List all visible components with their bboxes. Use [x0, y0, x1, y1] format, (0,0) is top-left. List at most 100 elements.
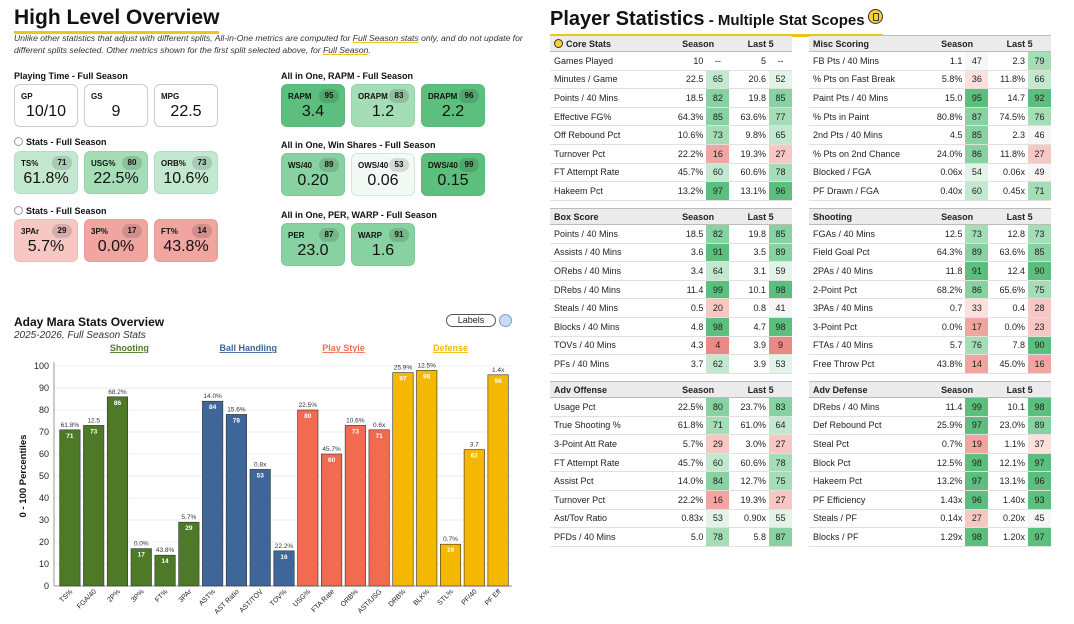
bar-pf-eff[interactable]: [487, 374, 509, 587]
y-tick-label: 60: [39, 449, 49, 459]
full-season-link[interactable]: Full Season: [323, 44, 369, 55]
group-label-defense[interactable]: Defense: [433, 343, 468, 353]
bar-3par[interactable]: [178, 521, 200, 587]
labels-toggle-switch[interactable]: [499, 314, 512, 327]
last5-value: 1.40x: [988, 490, 1028, 510]
row-label: Points / 40 Mins: [550, 224, 667, 244]
full-season-stats-link[interactable]: Full Season stats: [352, 33, 419, 43]
season-column-header[interactable]: Season: [666, 208, 730, 225]
bar-fta-rate[interactable]: [321, 453, 343, 587]
season-column-header[interactable]: Season: [666, 35, 730, 52]
bar-pf-40[interactable]: [463, 449, 485, 587]
bar-ts[interactable]: [59, 429, 81, 587]
last5-column-header[interactable]: Last 5: [729, 208, 792, 225]
stat-card-key: GP: [21, 92, 33, 101]
table-row: Steals / PF 0.14x 27 0.20x 45: [809, 509, 1051, 529]
season-value: 12.5: [925, 224, 966, 244]
season-column-header[interactable]: Season: [666, 381, 730, 398]
season-column-header[interactable]: Season: [925, 381, 989, 398]
season-percentile: 36: [965, 70, 989, 90]
last5-percentile: 27: [769, 144, 792, 164]
table-title: Misc Scoring: [809, 35, 926, 52]
table-row: Turnover Pct 22.2% 16 19.3% 27: [550, 144, 792, 164]
last5-percentile: 71: [1028, 181, 1051, 201]
group-label-ball-handling[interactable]: Ball Handling: [220, 343, 278, 353]
bar-3p[interactable]: [130, 548, 152, 587]
season-value: 10: [666, 51, 707, 71]
stats1-radio[interactable]: [14, 137, 23, 146]
table-row: FGAs / 40 Mins 12.5 73 12.8 73: [809, 224, 1051, 244]
last5-percentile: 89: [769, 243, 792, 263]
last5-value: 63.6%: [988, 243, 1028, 263]
bar-usg[interactable]: [297, 409, 319, 587]
last5-column-header[interactable]: Last 5: [729, 381, 792, 398]
season-percentile: 60: [706, 163, 730, 183]
bar-2p[interactable]: [106, 396, 129, 587]
row-label: Blocks / PF: [809, 527, 926, 547]
bar-ast-tov[interactable]: [249, 469, 271, 587]
last5-value: 10.1: [729, 280, 769, 300]
season-value: 0.5: [666, 298, 707, 318]
season-value: 4.5: [925, 125, 966, 145]
last5-percentile: 75: [1028, 280, 1051, 300]
last5-percentile: 46: [1028, 125, 1051, 145]
last5-value: 4.7: [729, 317, 769, 337]
bar-raw-label: 12.5: [87, 417, 100, 424]
last5-column-header[interactable]: Last 5: [988, 35, 1051, 52]
bar-ast-ratio[interactable]: [225, 414, 247, 587]
bar-orb[interactable]: [344, 425, 366, 587]
bar-ast[interactable]: [202, 400, 224, 587]
table-row: Field Goal Pct 64.3% 89 63.6% 85: [809, 243, 1051, 263]
row-label: Def Rebound Pct: [809, 416, 926, 436]
stat-card-percentile: 95: [319, 89, 339, 103]
season-value: 61.8%: [666, 416, 707, 436]
bar-percentile-label: 62: [471, 453, 479, 460]
scope-coin-icon[interactable]: [867, 9, 883, 24]
last5-value: 0.8: [729, 298, 769, 318]
season-column-header[interactable]: Season: [925, 208, 989, 225]
y-tick-label: 70: [39, 427, 49, 437]
last5-column-header[interactable]: Last 5: [988, 381, 1051, 398]
group-label-shooting[interactable]: Shooting: [110, 343, 149, 353]
stats2-radio[interactable]: [14, 206, 23, 215]
last5-column-header[interactable]: Last 5: [988, 208, 1051, 225]
bar-fga-40[interactable]: [83, 425, 105, 587]
bar-ast-usg[interactable]: [368, 429, 390, 587]
last5-column-header[interactable]: Last 5: [729, 35, 792, 52]
row-label: Hakeem Pct: [809, 471, 926, 491]
bar-raw-label: 25.9%: [394, 365, 413, 372]
bar-percentile-label: 73: [352, 428, 360, 435]
table-row: Block Pct 12.5% 98 12.1% 97: [809, 453, 1051, 473]
playing-time-label: Playing Time - Full Season: [14, 71, 128, 81]
row-label: Hakeem Pct: [550, 181, 667, 201]
last5-value: 11.8%: [988, 144, 1028, 164]
last5-value: 12.1%: [988, 453, 1028, 473]
season-percentile: 47: [965, 51, 989, 71]
bar-tov[interactable]: [273, 550, 295, 587]
group-label-play-style[interactable]: Play Style: [322, 343, 365, 353]
stat-card-key: OWS/40: [358, 161, 389, 170]
bar-stl[interactable]: [439, 543, 462, 587]
table-title: Box Score: [550, 208, 667, 225]
labels-toggle-button[interactable]: Labels: [446, 314, 496, 327]
season-percentile: 97: [965, 471, 989, 491]
season-value: 0.0%: [925, 317, 966, 337]
bar-percentile-label: 16: [280, 554, 288, 561]
season-value: 14.0%: [666, 471, 707, 491]
bar-drb[interactable]: [392, 372, 414, 587]
bar-percentile-label: 97: [399, 376, 407, 383]
season-percentile: 65: [706, 70, 730, 90]
last5-percentile: 73: [1028, 224, 1051, 244]
bar-ft[interactable]: [154, 554, 176, 587]
x-tick-label: FTA Rate: [311, 588, 337, 614]
x-tick-label: PF/40: [461, 588, 479, 606]
bar-blk[interactable]: [416, 370, 438, 587]
last5-percentile: 85: [1028, 243, 1051, 263]
season-column-header[interactable]: Season: [925, 35, 989, 52]
season-value: 43.8%: [925, 354, 966, 374]
last5-value: 1.1%: [988, 434, 1028, 454]
x-tick-label: BLK%: [412, 588, 431, 607]
x-tick-label: PF Eff: [484, 588, 503, 607]
stat-card-mpg: MPG 22.5: [154, 84, 218, 127]
season-value: 1.1: [925, 51, 966, 71]
